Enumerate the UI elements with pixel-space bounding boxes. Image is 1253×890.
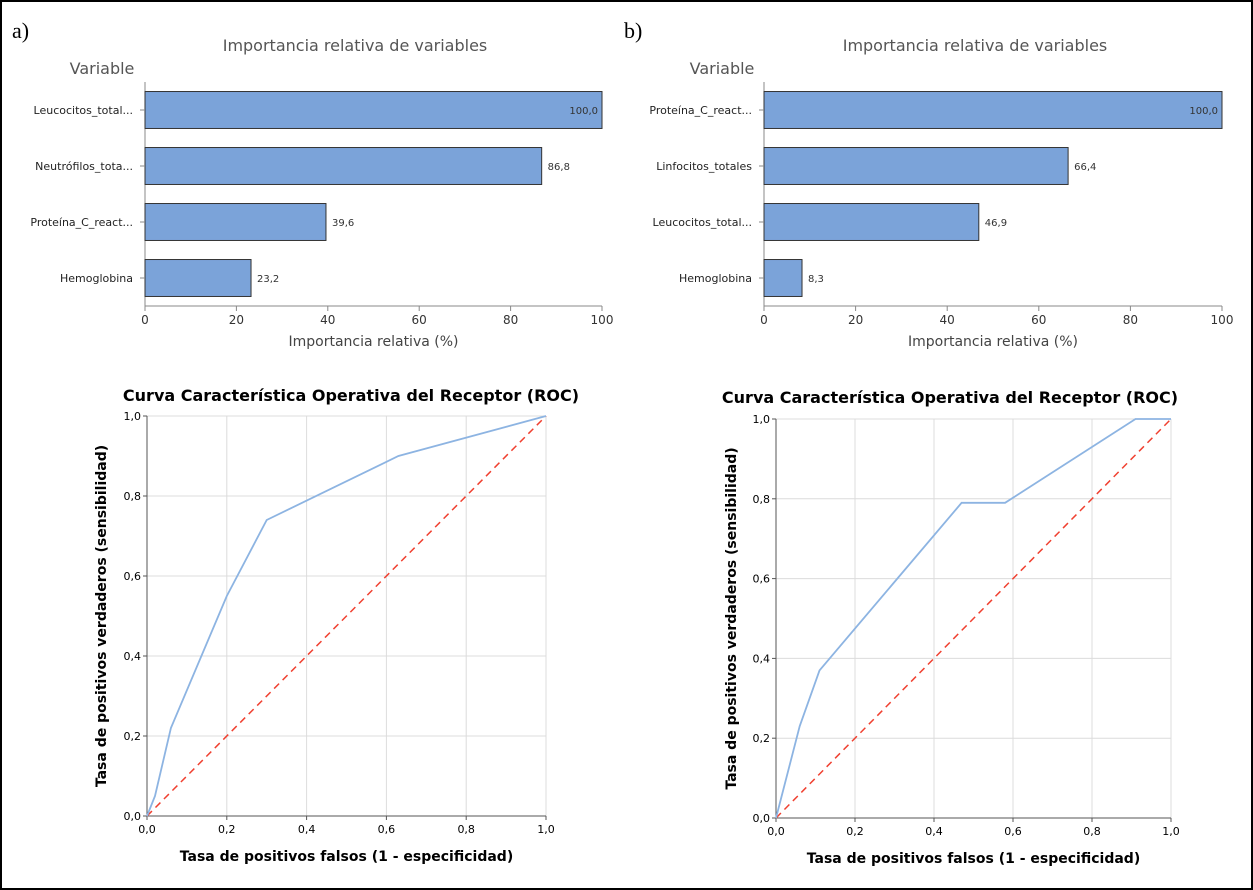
x-tick-label: 80 (1123, 313, 1138, 327)
x-tick-label: 1,0 (1162, 825, 1180, 838)
bar (763, 91, 1223, 129)
x-tick-label: 0 (760, 313, 768, 327)
x-tick-label: 0,0 (138, 823, 156, 836)
y-axis-label: Variable (690, 59, 755, 78)
y-tick-label: 0,2 (124, 730, 142, 743)
x-tick-label: 0,8 (1083, 825, 1101, 838)
x-tick-label: 20 (229, 313, 244, 327)
x-axis-label: Tasa de positivos falsos (1 - especifici… (807, 851, 1140, 867)
chart-title: Importancia relativa de variables (843, 36, 1108, 55)
data-label: 46,9 (985, 218, 1007, 229)
category-label: Leucocitos_total... (34, 104, 133, 117)
bar (144, 91, 603, 129)
bar (763, 259, 803, 297)
y-axis-label: Tasa de positivos verdaderos (sensibilid… (724, 447, 740, 789)
x-tick-label: 0,0 (767, 825, 785, 838)
y-axis-label: Variable (70, 59, 135, 78)
x-tick-label: 20 (848, 313, 863, 327)
panel-label-a: a) (12, 18, 30, 43)
x-tick-label: 0,2 (218, 823, 236, 836)
x-tick-label: 0,6 (1004, 825, 1022, 838)
x-tick-label: 40 (940, 313, 955, 327)
bar (144, 147, 543, 185)
importance-chart-a: Importancia relativa de variables Variabl… (30, 36, 613, 350)
data-label: 86,8 (548, 162, 570, 173)
x-tick-label: 0,4 (925, 825, 943, 838)
y-tick-label: 0,0 (753, 812, 771, 825)
y-tick-label: 0,4 (124, 650, 142, 663)
x-axis-label: Importancia relativa (%) (289, 334, 459, 350)
x-tick-label: 100 (1211, 313, 1234, 327)
roc-curve-line (775, 418, 1171, 819)
x-tick-label: 60 (412, 313, 427, 327)
data-label: 100,0 (1189, 106, 1218, 117)
category-label: Hemoglobina (60, 272, 133, 285)
roc-chart-b: Curva Característica Operativa del Recep… (722, 388, 1180, 867)
category-label: Leucocitos_total... (653, 216, 752, 229)
x-axis-label: Tasa de positivos falsos (1 - especifici… (180, 849, 513, 865)
x-tick-label: 0,6 (378, 823, 396, 836)
x-tick-label: 100 (591, 313, 614, 327)
x-tick-label: 0,8 (457, 823, 475, 836)
chart-title: Curva Característica Operativa del Recep… (722, 388, 1178, 407)
bar (763, 203, 980, 241)
y-tick-label: 0,2 (753, 732, 771, 745)
x-tick-label: 0 (141, 313, 149, 327)
x-tick-label: 80 (503, 313, 518, 327)
bar (144, 203, 327, 241)
x-tick-label: 0,2 (846, 825, 864, 838)
y-tick-label: 0,8 (753, 493, 771, 506)
data-label: 100,0 (569, 106, 598, 117)
category-label: Proteína_C_react... (30, 216, 133, 229)
x-tick-label: 0,4 (298, 823, 316, 836)
chart-title: Curva Característica Operativa del Recep… (123, 386, 579, 405)
reference-diagonal-line (775, 418, 1172, 819)
x-axis-label: Importancia relativa (%) (908, 334, 1078, 350)
data-label: 39,6 (332, 218, 354, 229)
data-label: 8,3 (808, 274, 824, 285)
category-label: Neutrófilos_tota... (35, 160, 133, 173)
category-label: Linfocitos_totales (656, 160, 752, 173)
panel-label-b: b) (624, 18, 643, 43)
bar (763, 147, 1069, 185)
y-tick-label: 0,6 (753, 573, 771, 586)
y-axis-label: Tasa de positivos verdaderos (sensibilid… (94, 445, 110, 787)
x-tick-label: 1,0 (537, 823, 555, 836)
bar (144, 259, 252, 297)
y-tick-label: 1,0 (753, 413, 771, 426)
y-tick-label: 1,0 (124, 410, 142, 423)
roc-chart-a: Curva Característica Operativa del Recep… (94, 386, 579, 865)
roc-curve-line (146, 415, 547, 817)
category-label: Proteína_C_react... (649, 104, 752, 117)
data-label: 23,2 (257, 274, 279, 285)
x-tick-label: 40 (320, 313, 335, 327)
category-label: Hemoglobina (679, 272, 752, 285)
importance-chart-b: Importancia relativa de variables Variabl… (649, 36, 1233, 350)
chart-title: Importancia relativa de variables (223, 36, 488, 55)
reference-diagonal-line (146, 415, 547, 817)
y-tick-label: 0,8 (124, 490, 142, 503)
y-tick-label: 0,6 (124, 570, 142, 583)
data-label: 66,4 (1074, 162, 1096, 173)
y-tick-label: 0,0 (124, 810, 142, 823)
x-tick-label: 60 (1031, 313, 1046, 327)
y-tick-label: 0,4 (753, 652, 771, 665)
